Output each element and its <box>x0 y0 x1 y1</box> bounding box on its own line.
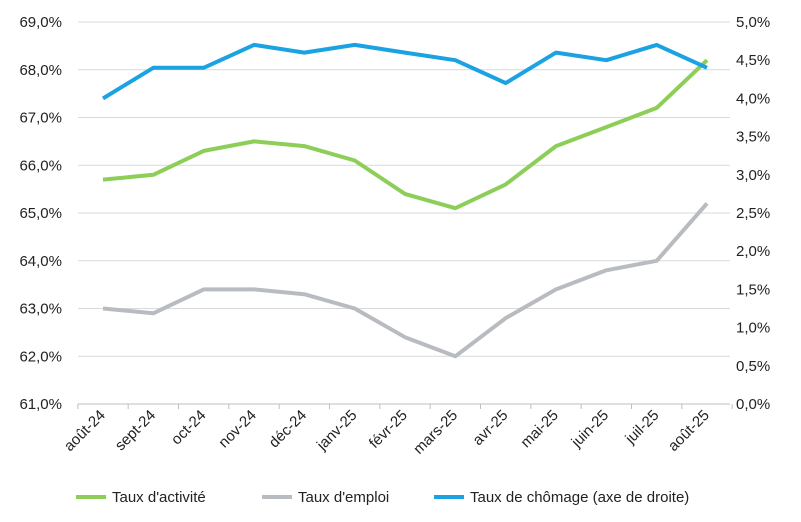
right-tick-label: 4,5% <box>736 52 770 69</box>
x-tick-label: déc-24 <box>266 407 310 451</box>
right-tick-label: 3,5% <box>736 129 770 146</box>
left-tick-label: 67,0% <box>19 110 62 127</box>
right-tick-label: 0,0% <box>736 396 770 413</box>
right-tick-label: 2,5% <box>736 205 770 222</box>
right-tick-label: 0,5% <box>736 358 770 375</box>
series-lines <box>101 42 709 359</box>
legend-label: Taux de chômage (axe de droite) <box>470 489 689 506</box>
legend: Taux d'activité Taux d'emploi Taux de chôm… <box>76 489 689 506</box>
right-y-axis: 0,0% 0,5% 1,0% 1,5% 2,0% 2,5% 3,0% 3,5% 4,0% 4,5%… <box>736 14 770 413</box>
x-tick-label: août-25 <box>665 407 713 455</box>
x-tick-label: mars-25 <box>410 407 461 458</box>
left-tick-label: 64,0% <box>19 253 62 270</box>
left-y-axis: 61,0% 62,0% 63,0% 64,0% 65,0% 66,0% 67,0% 68,0%… <box>19 14 62 413</box>
legend-label: Taux d'activité <box>112 489 206 506</box>
series-line-2 <box>101 42 708 101</box>
gridlines <box>78 21 730 405</box>
x-tick-label: août-24 <box>61 407 109 455</box>
right-tick-label: 1,0% <box>736 320 770 337</box>
x-tick-label: juil-25 <box>621 407 662 448</box>
x-tick-label: avr-25 <box>469 407 511 449</box>
right-tick-label: 4,0% <box>736 90 770 107</box>
series-line-0 <box>102 58 709 211</box>
left-tick-label: 61,0% <box>19 396 62 413</box>
series-line-1 <box>102 202 709 359</box>
legend-label: Taux d'emploi <box>298 489 389 506</box>
right-tick-label: 1,5% <box>736 281 770 298</box>
x-tick-label: juin-25 <box>568 407 613 452</box>
left-tick-label: 63,0% <box>19 301 62 318</box>
right-tick-label: 2,0% <box>736 243 770 260</box>
left-tick-label: 69,0% <box>19 14 62 31</box>
left-tick-label: 65,0% <box>19 205 62 222</box>
left-tick-label: 66,0% <box>19 157 62 174</box>
x-tick-label: févr-25 <box>366 407 411 452</box>
x-tick-label: sept-24 <box>112 407 159 454</box>
right-tick-label: 5,0% <box>736 14 770 31</box>
x-tick-label: nov-24 <box>215 407 259 451</box>
x-tick-label: janv-25 <box>313 407 361 455</box>
x-tick-label: mai-25 <box>517 407 561 451</box>
left-tick-label: 62,0% <box>19 348 62 365</box>
right-tick-label: 3,0% <box>736 167 770 184</box>
left-tick-label: 68,0% <box>19 62 62 79</box>
x-tick-label: oct-24 <box>168 407 210 449</box>
x-axis: août-24 sept-24 oct-24 nov-24 déc-24 janv-25 f… <box>61 404 733 458</box>
